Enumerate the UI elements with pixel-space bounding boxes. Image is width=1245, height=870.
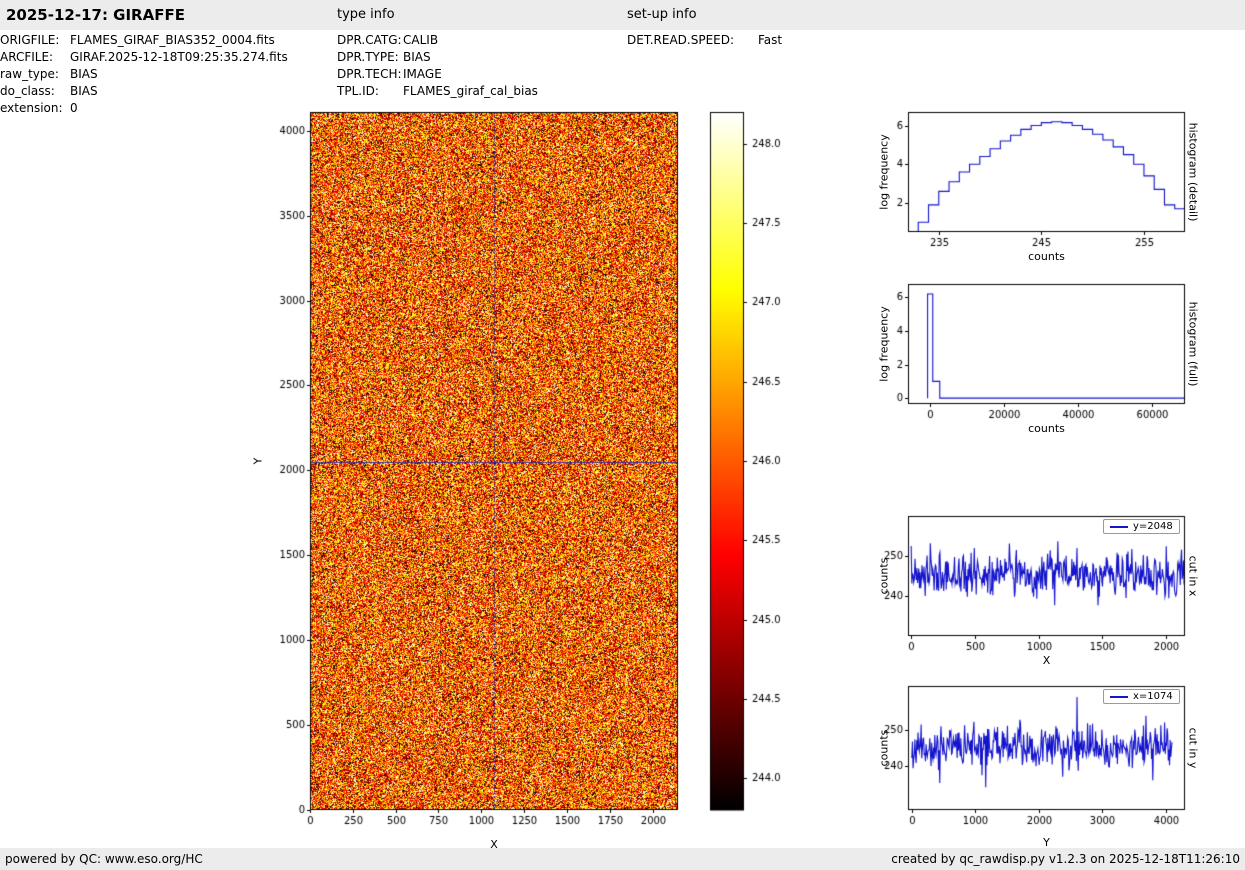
file-metadata-list: ORIGFILE:FLAMES_GIRAF_BIAS352_0004.fitsA…	[0, 32, 288, 117]
type-info-list: DPR.CATG:CALIBDPR.TYPE:BIASDPR.TECH:IMAG…	[337, 32, 538, 100]
meta-label: do_class:	[0, 83, 70, 100]
page-title: 2025-12-17: GIRAFFE	[6, 0, 185, 30]
setup-info-heading: set-up info	[627, 0, 697, 30]
histogram-detail-plot	[874, 106, 1193, 262]
metadata-row: ARCFILE:GIRAF.2025-12-18T09:25:35.274.fi…	[0, 49, 288, 66]
meta-label: extension:	[0, 100, 70, 117]
histogram-detail-side-label: histogram (detail)	[1187, 123, 1200, 222]
metadata-row: do_class:BIAS	[0, 83, 288, 100]
metadata-row: raw_type:BIAS	[0, 66, 288, 83]
metadata-row: DPR.CATG:CALIB	[337, 32, 538, 49]
metadata-row: extension:0	[0, 100, 288, 117]
metadata-row: DET.READ.SPEED:Fast	[627, 32, 782, 49]
legend-label: y=2048	[1133, 521, 1173, 532]
meta-value: 0	[70, 101, 78, 115]
footer-right-text: created by qc_rawdisp.py v1.2.3 on 2025-…	[891, 848, 1240, 870]
meta-label: DPR.TECH:	[337, 66, 403, 83]
cut-in-y-legend: x=1074	[1103, 689, 1180, 704]
histogram-full-side-label: histogram (full)	[1187, 302, 1200, 387]
meta-value: FLAMES_GIRAF_BIAS352_0004.fits	[70, 33, 275, 47]
meta-value: FLAMES_giraf_cal_bias	[403, 84, 538, 98]
meta-label: DPR.TYPE:	[337, 49, 403, 66]
meta-value: GIRAF.2025-12-18T09:25:35.274.fits	[70, 50, 288, 64]
bias-frame-image-plot	[260, 106, 684, 844]
metadata-row: DPR.TECH:IMAGE	[337, 66, 538, 83]
metadata-row: ORIGFILE:FLAMES_GIRAF_BIAS352_0004.fits	[0, 32, 288, 49]
legend-line-sample	[1110, 696, 1128, 698]
main-y-axis-label: Y	[252, 458, 265, 465]
meta-label: TPL.ID:	[337, 83, 403, 100]
cut-in-x-x-label: X	[908, 654, 1185, 667]
meta-label: DPR.CATG:	[337, 32, 403, 49]
meta-value: BIAS	[70, 67, 98, 81]
meta-value: CALIB	[403, 33, 438, 47]
header-bar: 2025-12-17: GIRAFFE type info set-up inf…	[0, 0, 1245, 30]
histogram-detail-y-label: log frequency	[878, 134, 891, 209]
cut-in-x-legend: y=2048	[1103, 519, 1180, 534]
metadata-row: DPR.TYPE:BIAS	[337, 49, 538, 66]
histogram-full-y-label: log frequency	[878, 306, 891, 381]
meta-value: BIAS	[70, 84, 98, 98]
meta-label: ORIGFILE:	[0, 32, 70, 49]
cut-in-y-side-label: cut in y	[1187, 728, 1200, 769]
footer-left-text: powered by QC: www.eso.org/HC	[5, 848, 203, 870]
histogram-full-plot	[874, 278, 1193, 434]
cut-in-y-y-label: counts	[878, 730, 891, 767]
meta-label: raw_type:	[0, 66, 70, 83]
footer-bar: powered by QC: www.eso.org/HC created by…	[0, 848, 1245, 870]
type-info-heading: type info	[337, 0, 395, 30]
histogram-detail-x-label: counts	[908, 250, 1185, 263]
legend-label: x=1074	[1133, 691, 1173, 702]
meta-value: IMAGE	[403, 67, 442, 81]
histogram-full-x-label: counts	[908, 422, 1185, 435]
meta-label: DET.READ.SPEED:	[627, 32, 758, 49]
colorbar	[708, 106, 800, 816]
meta-label: ARCFILE:	[0, 49, 70, 66]
cut-in-x-y-label: counts	[878, 558, 891, 595]
meta-value: BIAS	[403, 50, 431, 64]
legend-line-sample	[1110, 526, 1128, 528]
cut-in-y-plot	[874, 680, 1193, 840]
metadata-row: TPL.ID:FLAMES_giraf_cal_bias	[337, 83, 538, 100]
setup-info-list: DET.READ.SPEED:Fast	[627, 32, 782, 49]
cut-in-x-side-label: cut in x	[1187, 556, 1200, 597]
meta-value: Fast	[758, 33, 782, 47]
qc-report-page: 2025-12-17: GIRAFFE type info set-up inf…	[0, 0, 1245, 870]
